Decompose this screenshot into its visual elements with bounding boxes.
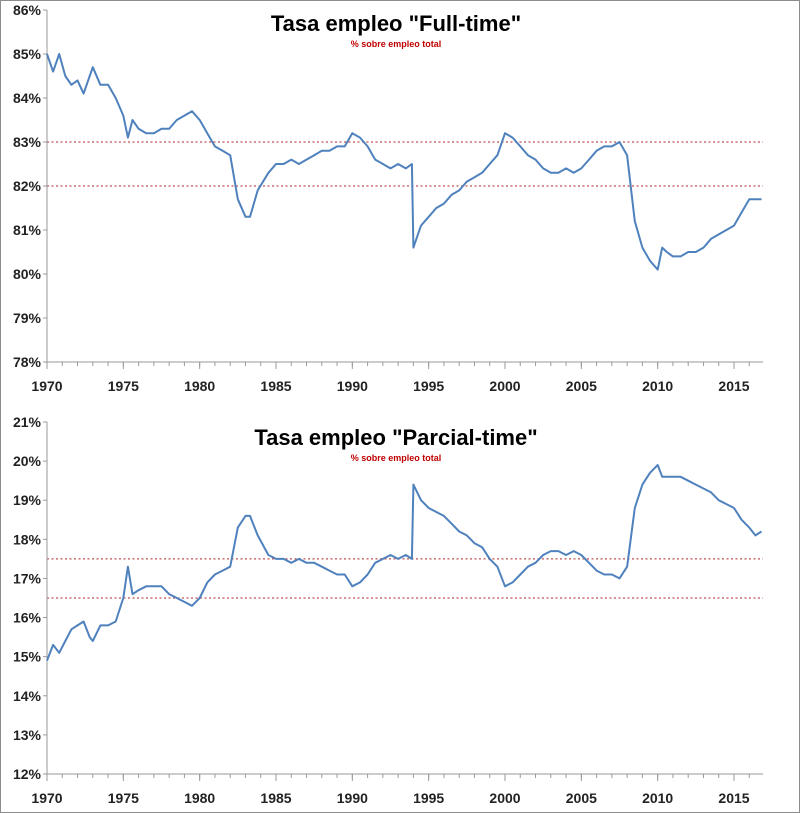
chart-2-x-tick-label: 1980	[184, 790, 215, 806]
chart-2-x-tick-label: 2015	[718, 790, 749, 806]
chart-2-x-tick-label: 1985	[260, 790, 291, 806]
chart-1-y-tick-label: 79%	[13, 310, 42, 326]
chart-1-title: Tasa empleo "Full-time"	[271, 11, 521, 36]
chart-2-y-tick-label: 16%	[13, 610, 42, 626]
chart-1-y-tick-label: 82%	[13, 178, 42, 194]
chart-1-series-line-1	[46, 53, 762, 271]
chart-2-x-tick-label: 1995	[413, 790, 444, 806]
chart-2-x-tick-label: 1970	[31, 790, 62, 806]
chart-2-y-tick-label: 13%	[13, 727, 42, 743]
chart-2-y-tick-label: 18%	[13, 531, 42, 547]
chart-2-y-tick-label: 17%	[13, 570, 42, 586]
chart-1-y-tick-label: 83%	[13, 134, 42, 150]
chart-2-y-tick-label: 15%	[13, 649, 42, 665]
chart-1-x-tick-label: 1990	[337, 378, 368, 394]
chart-1-y-tick-label: 86%	[13, 2, 42, 18]
chart-2-y-tick-label: 14%	[13, 688, 42, 704]
chart-2-y-tick-label: 20%	[13, 453, 42, 469]
chart-1-x-tick-label: 1995	[413, 378, 444, 394]
chart-2-x-tick-label: 2005	[566, 790, 597, 806]
chart-1-x-tick-label: 1980	[184, 378, 215, 394]
chart-2-title: Tasa empleo "Parcial-time"	[254, 425, 537, 450]
chart-1-y-tick-label: 81%	[13, 222, 42, 238]
chart-1-x-tick-label: 2010	[642, 378, 673, 394]
chart-1-x-tick-label: 2005	[566, 378, 597, 394]
chart-2-subtitle: % sobre empleo total	[351, 453, 442, 463]
chart-1-y-tick-label: 80%	[13, 266, 42, 282]
chart-1-x-tick-label: 1985	[260, 378, 291, 394]
chart-2-x-tick-label: 2000	[489, 790, 520, 806]
chart-1-subtitle: % sobre empleo total	[351, 39, 442, 49]
chart-2-y-tick-label: 21%	[13, 414, 42, 430]
chart-1-x-tick-label: 2015	[718, 378, 749, 394]
chart-1-y-tick-label: 84%	[13, 90, 42, 106]
chart-2-x-tick-label: 2010	[642, 790, 673, 806]
chart-2-x-tick-label: 1975	[108, 790, 139, 806]
chart-2-y-tick-label: 19%	[13, 492, 42, 508]
chart-1-y-tick-label: 78%	[13, 354, 42, 370]
chart-1-x-tick-label: 2000	[489, 378, 520, 394]
chart-1-y-tick-label: 85%	[13, 46, 42, 62]
chart-2-series-line-1	[46, 464, 763, 661]
chart-1-x-tick-label: 1970	[31, 378, 62, 394]
chart-2-x-tick-label: 1990	[337, 790, 368, 806]
chart-2-y-tick-label: 12%	[13, 766, 42, 782]
chart-1-x-tick-label: 1975	[108, 378, 139, 394]
